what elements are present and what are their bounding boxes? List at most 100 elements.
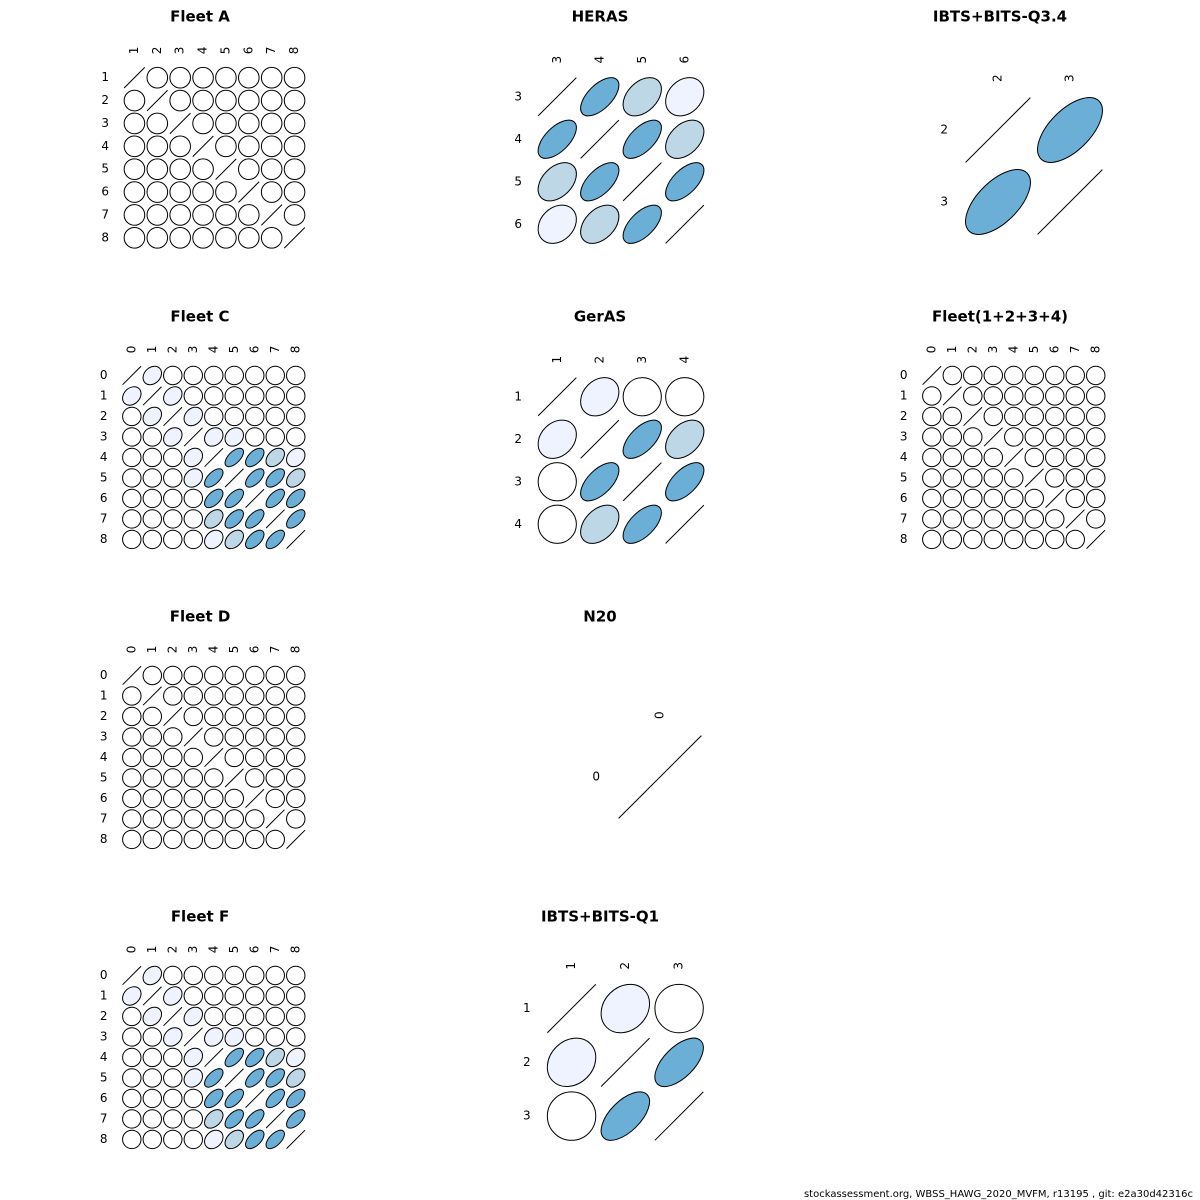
correlation-ellipse xyxy=(265,529,285,550)
correlation-ellipse xyxy=(622,77,662,117)
correlation-ellipse xyxy=(142,447,163,468)
col-label: 6 xyxy=(1047,346,1061,354)
diagonal-line xyxy=(618,735,702,819)
diagonal-line xyxy=(265,809,285,829)
diagonal-line xyxy=(265,509,285,529)
row-label: 5 xyxy=(100,770,108,784)
correlation-ellipse xyxy=(183,468,204,488)
correlation-ellipse xyxy=(265,768,285,788)
correlation-ellipse xyxy=(245,706,265,727)
diagonal-line xyxy=(963,406,983,427)
row-label: 3 xyxy=(101,116,109,130)
correlation-ellipse xyxy=(665,162,705,202)
correlation-ellipse xyxy=(942,427,963,447)
correlation-ellipse xyxy=(1065,406,1085,427)
correlation-ellipse xyxy=(245,509,265,529)
correlation-ellipse xyxy=(238,112,260,135)
diagonal-line xyxy=(183,1027,203,1047)
row-label: 7 xyxy=(100,511,108,525)
col-label: 1 xyxy=(127,47,141,55)
correlation-ellipse xyxy=(983,488,1004,509)
correlation-ellipse xyxy=(122,509,142,529)
correlation-ellipse xyxy=(142,747,163,768)
panel-title: Fleet C xyxy=(170,308,229,326)
col-label: 3 xyxy=(672,962,686,970)
correlation-ellipse xyxy=(1065,365,1085,386)
correlation-ellipse xyxy=(1086,447,1106,468)
correlation-ellipse xyxy=(1004,509,1024,529)
row-label: 8 xyxy=(900,532,908,546)
correlation-ellipse xyxy=(163,1068,183,1088)
correlation-ellipse xyxy=(260,181,283,203)
correlation-ellipse xyxy=(1065,468,1085,488)
correlation-ellipse xyxy=(245,686,265,706)
correlation-ellipse xyxy=(922,386,942,406)
correlation-ellipse xyxy=(183,1129,204,1150)
correlation-ellipse xyxy=(265,406,285,427)
col-label: 2 xyxy=(592,356,606,364)
correlation-ellipse xyxy=(1045,427,1065,447)
correlation-ellipse xyxy=(580,377,620,417)
diagonal-line xyxy=(942,386,962,406)
correlation-ellipse xyxy=(142,365,163,386)
correlation-ellipse xyxy=(286,665,306,686)
correlation-ellipse xyxy=(537,504,577,544)
correlation-ellipse xyxy=(204,365,224,386)
correlation-ellipse xyxy=(204,386,224,406)
correlation-ellipse xyxy=(963,529,983,550)
correlation-ellipse xyxy=(238,158,260,180)
row-label: 1 xyxy=(100,388,108,402)
diagonal-line xyxy=(654,1091,704,1141)
correlation-ellipse xyxy=(1045,468,1065,488)
col-label: 3 xyxy=(186,646,200,654)
correlation-ellipse xyxy=(169,181,191,203)
correlation-ellipse xyxy=(238,89,260,112)
col-label: 0 xyxy=(924,346,938,354)
correlation-ellipse xyxy=(1065,488,1085,509)
correlation-ellipse xyxy=(1045,509,1065,529)
correlation-ellipse xyxy=(224,1088,244,1109)
correlation-ellipse xyxy=(224,447,244,468)
col-label: 0 xyxy=(653,711,667,719)
correlation-ellipse xyxy=(1024,447,1044,468)
correlation-ellipse xyxy=(224,809,244,829)
row-label: 2 xyxy=(101,93,109,107)
correlation-ellipse xyxy=(163,768,183,788)
row-label: 2 xyxy=(100,409,108,423)
correlation-ellipse xyxy=(122,686,142,706)
correlation-ellipse xyxy=(286,1006,306,1027)
correlation-ellipse xyxy=(146,135,169,158)
row-label: 4 xyxy=(101,139,109,153)
diagonal-line xyxy=(192,135,214,157)
col-label: 3 xyxy=(173,47,187,55)
correlation-ellipse xyxy=(265,665,285,686)
correlation-ellipse xyxy=(204,686,224,706)
row-label: 3 xyxy=(100,1029,108,1043)
correlation-ellipse xyxy=(122,829,142,850)
correlation-ellipse xyxy=(122,468,142,488)
correlation-ellipse xyxy=(286,427,306,447)
diagonal-line xyxy=(215,158,237,180)
correlation-ellipse xyxy=(965,169,1031,235)
correlation-ellipse xyxy=(142,1047,163,1068)
correlation-ellipse xyxy=(204,788,224,809)
correlation-ellipse xyxy=(122,1006,142,1027)
correlation-ellipse xyxy=(265,386,285,406)
correlation-ellipse xyxy=(183,665,204,686)
diagonal-line xyxy=(142,686,162,706)
correlation-ellipse xyxy=(169,89,191,112)
col-label: 4 xyxy=(196,47,210,55)
diagonal-line xyxy=(600,1037,650,1087)
correlation-ellipse xyxy=(265,727,285,747)
correlation-ellipse xyxy=(665,419,705,459)
correlation-ellipse xyxy=(215,112,237,135)
correlation-ellipse xyxy=(942,447,963,468)
correlation-ellipse xyxy=(204,1088,224,1109)
correlation-ellipse xyxy=(238,204,260,226)
correlation-ellipse xyxy=(123,181,146,203)
col-label: 5 xyxy=(227,646,241,654)
correlation-ellipse xyxy=(265,468,285,488)
diagonal-line xyxy=(286,829,306,849)
col-label: 2 xyxy=(150,47,164,55)
diagonal-line xyxy=(983,427,1003,447)
